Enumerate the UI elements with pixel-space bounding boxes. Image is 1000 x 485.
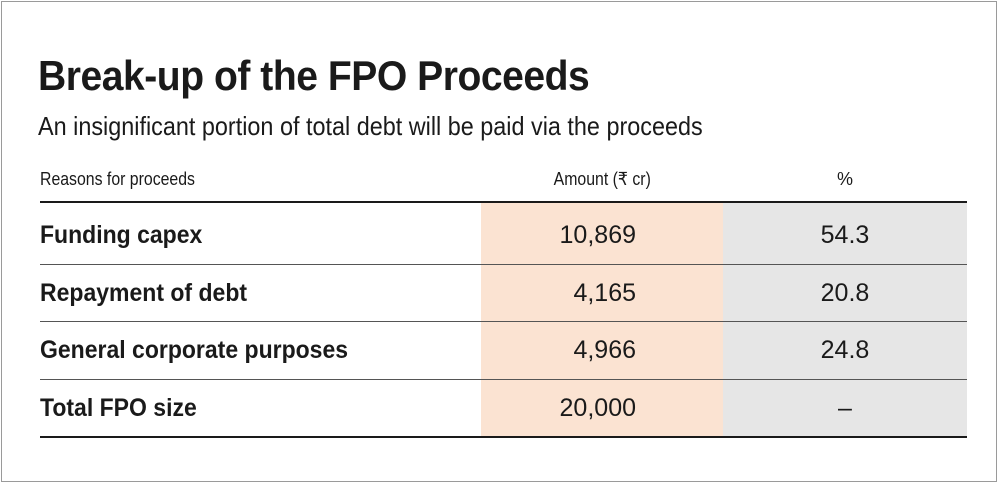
amount-column-background xyxy=(481,203,723,437)
row-divider xyxy=(40,321,967,322)
column-header-percent: % xyxy=(836,169,853,189)
total-label: Total FPO size xyxy=(40,394,197,422)
row-percent: 20.8 xyxy=(820,279,870,307)
table-row-total: Total FPO size 20,000 – xyxy=(0,380,1000,437)
row-amount: 4,966 xyxy=(573,336,636,364)
chart-title: Break-up of the FPO Proceeds xyxy=(38,52,590,99)
chart-subtitle: An insignificant portion of total debt w… xyxy=(38,111,703,141)
row-divider xyxy=(40,264,967,265)
row-reason: Funding capex xyxy=(40,221,203,249)
footer-rule xyxy=(40,436,967,438)
table-row: Funding capex 10,869 54.3 xyxy=(0,207,1000,264)
row-divider xyxy=(40,379,967,380)
total-amount: 20,000 xyxy=(559,394,636,422)
table-row: Repayment of debt 4,165 20.8 xyxy=(0,265,1000,322)
percent-column-background xyxy=(723,203,967,437)
row-reason: Repayment of debt xyxy=(40,279,248,307)
column-header-reasons: Reasons for proceeds xyxy=(40,169,195,189)
row-amount: 4,165 xyxy=(573,279,636,307)
table-row: General corporate purposes 4,966 24.8 xyxy=(0,322,1000,379)
header-rule xyxy=(40,201,967,203)
row-amount: 10,869 xyxy=(559,221,636,249)
row-percent: 24.8 xyxy=(820,336,870,364)
total-percent: – xyxy=(838,394,852,422)
column-header-amount: Amount (₹ cr) xyxy=(481,167,723,191)
row-reason: General corporate purposes xyxy=(40,336,349,364)
column-header-amount-text: Amount (₹ cr) xyxy=(553,169,651,189)
row-percent: 54.3 xyxy=(820,221,870,249)
